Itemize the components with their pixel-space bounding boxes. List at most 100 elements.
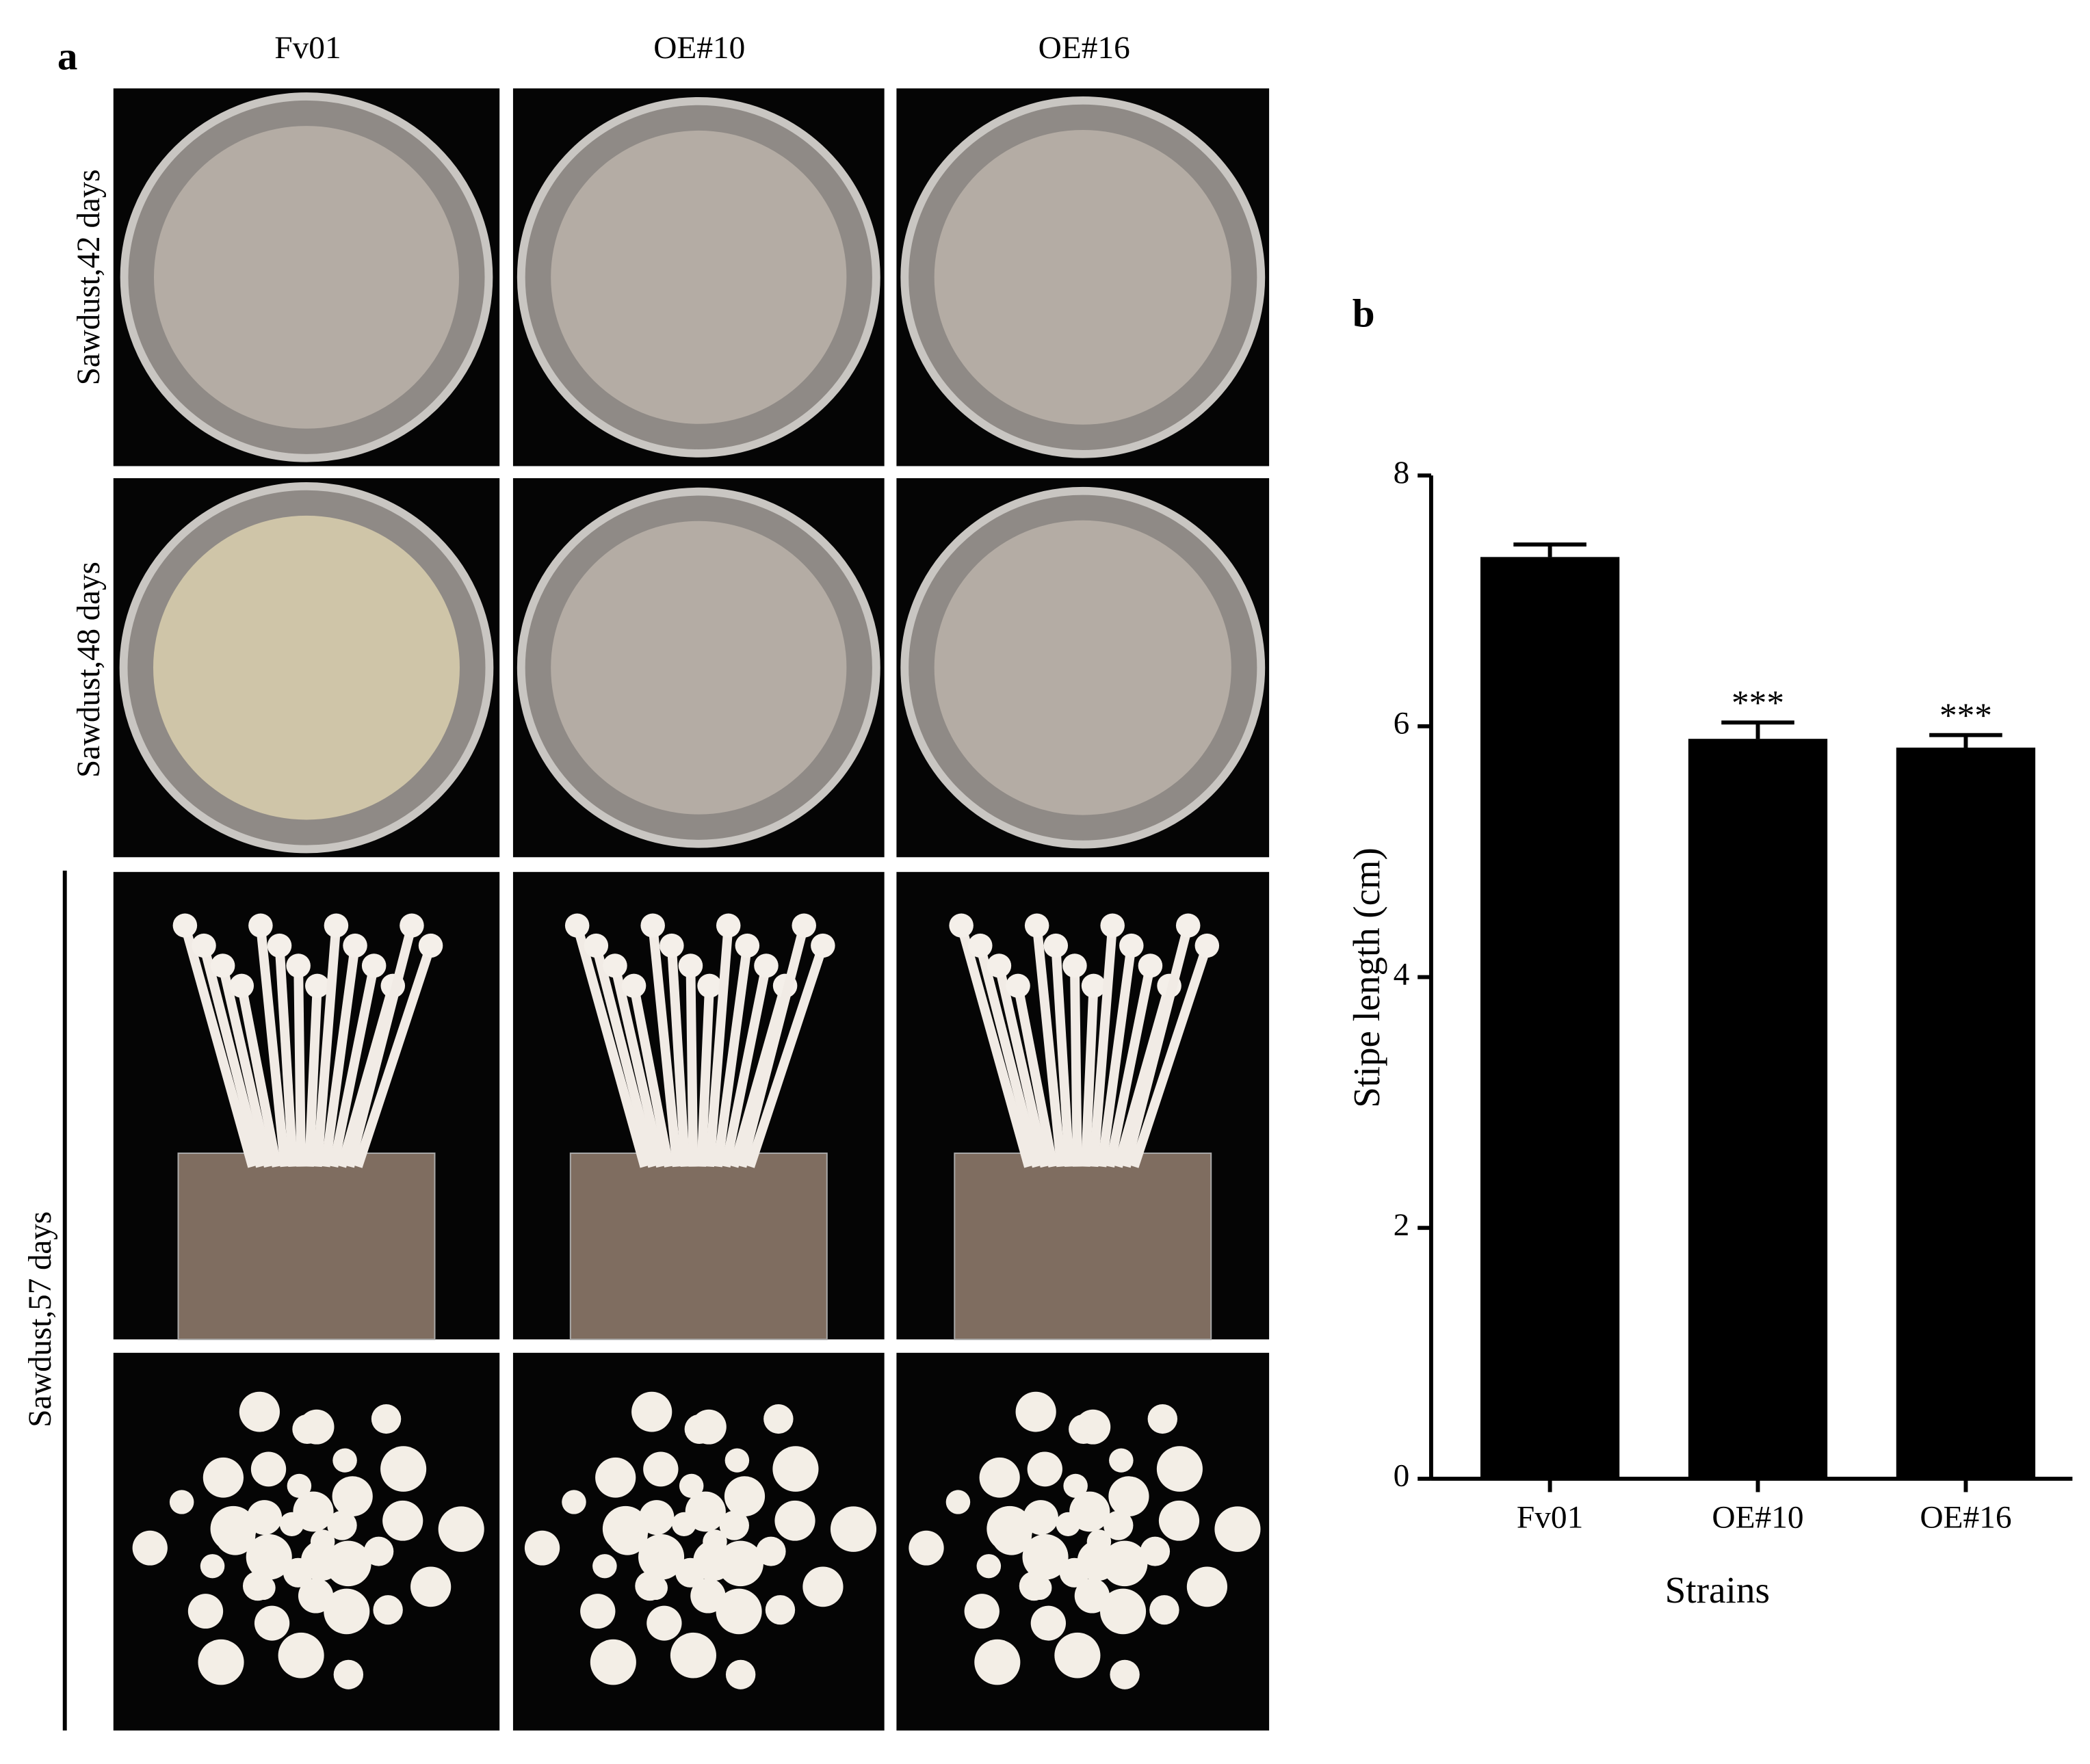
- cap: [584, 933, 609, 958]
- cap: [1027, 1575, 1052, 1601]
- cap: [1054, 1632, 1101, 1679]
- cap: [172, 913, 198, 938]
- cap: [267, 933, 292, 958]
- cap: [909, 1530, 944, 1566]
- cap: [210, 953, 235, 978]
- cap: [1030, 1605, 1067, 1641]
- x-axis-label: Strains: [1665, 1569, 1770, 1611]
- cap: [303, 1540, 339, 1575]
- cap: [695, 1540, 731, 1575]
- cap: [524, 1530, 560, 1566]
- cap: [1015, 1391, 1056, 1432]
- y-tick-label: 6: [1394, 706, 1410, 741]
- substrate: [934, 129, 1231, 425]
- cap: [246, 1534, 292, 1580]
- cap: [203, 1457, 244, 1498]
- cap: [251, 1575, 276, 1601]
- cap: [400, 913, 424, 938]
- cap: [643, 1575, 668, 1601]
- cap: [327, 1510, 357, 1540]
- stipe: [199, 944, 265, 1168]
- stipe: [1097, 945, 1136, 1168]
- cap: [305, 973, 330, 998]
- stipe: [320, 945, 360, 1168]
- cap: [382, 1500, 423, 1541]
- cap: [754, 953, 779, 978]
- cap: [1022, 1534, 1069, 1580]
- cap: [1186, 1566, 1228, 1607]
- cap: [1158, 1500, 1200, 1541]
- column-label: OE#16: [1039, 30, 1130, 66]
- y-tick-label: 0: [1394, 1458, 1410, 1494]
- cap: [298, 1578, 334, 1614]
- cap: [1081, 973, 1106, 998]
- cap: [603, 953, 627, 978]
- cap: [685, 1491, 726, 1532]
- substrate: [551, 130, 847, 424]
- cap: [198, 1639, 244, 1685]
- error-bar: [1513, 542, 1586, 557]
- column-label: OE#10: [653, 30, 745, 66]
- cap: [1109, 1448, 1134, 1473]
- stipe: [1051, 945, 1074, 1168]
- substrate: [934, 520, 1231, 815]
- cap: [646, 1605, 682, 1641]
- cap: [976, 1554, 1002, 1579]
- cap: [286, 953, 311, 978]
- cap: [562, 1490, 586, 1514]
- cap: [1043, 933, 1069, 958]
- cap: [200, 1554, 225, 1579]
- cap: [607, 1514, 648, 1555]
- cap: [716, 913, 741, 938]
- stipe: [1032, 925, 1067, 1168]
- y-axis-label: Stipe length (cm): [1346, 847, 1387, 1108]
- stipe: [737, 924, 809, 1168]
- cap: [679, 1473, 704, 1498]
- stipe: [1088, 925, 1118, 1168]
- stipe: [1070, 965, 1082, 1167]
- stipe: [237, 984, 282, 1168]
- cap: [1214, 1506, 1261, 1552]
- cap: [169, 1490, 194, 1514]
- cap: [371, 1404, 402, 1434]
- cap: [564, 913, 590, 938]
- row-label: Sawdust,57 days: [23, 1211, 58, 1427]
- stipe: [345, 924, 417, 1168]
- cap: [361, 953, 387, 978]
- jar: [954, 1153, 1212, 1341]
- cap: [979, 1457, 1020, 1498]
- cap: [690, 1578, 726, 1614]
- stipe: [1013, 984, 1058, 1168]
- stipe: [218, 964, 274, 1168]
- cap: [363, 1536, 394, 1566]
- error-bar: [1929, 733, 2002, 748]
- stipe: [705, 925, 733, 1168]
- cap: [1069, 1414, 1099, 1444]
- stipe: [713, 945, 753, 1168]
- cap: [1023, 1500, 1058, 1536]
- stipe: [994, 964, 1050, 1168]
- cap: [991, 1514, 1032, 1555]
- significance: ***: [1939, 696, 1992, 735]
- cap: [215, 1514, 256, 1555]
- cap: [1074, 1578, 1110, 1614]
- jar: [177, 1153, 436, 1341]
- cap: [670, 1632, 716, 1679]
- cap: [332, 1476, 373, 1517]
- cap: [724, 1448, 750, 1473]
- stipe: [1105, 964, 1155, 1168]
- cap: [756, 1536, 786, 1566]
- stipe: [591, 944, 657, 1168]
- x-tick-label: OE#10: [1712, 1500, 1803, 1536]
- cap: [968, 933, 993, 958]
- cap: [772, 1446, 819, 1492]
- cap: [1063, 1473, 1088, 1498]
- cap: [684, 1414, 715, 1444]
- cap: [639, 1500, 675, 1536]
- cap: [1156, 1446, 1203, 1492]
- stipe: [353, 944, 436, 1168]
- stipe: [312, 925, 341, 1168]
- stipe: [293, 965, 306, 1167]
- stipe: [648, 925, 682, 1168]
- stipe: [180, 924, 257, 1168]
